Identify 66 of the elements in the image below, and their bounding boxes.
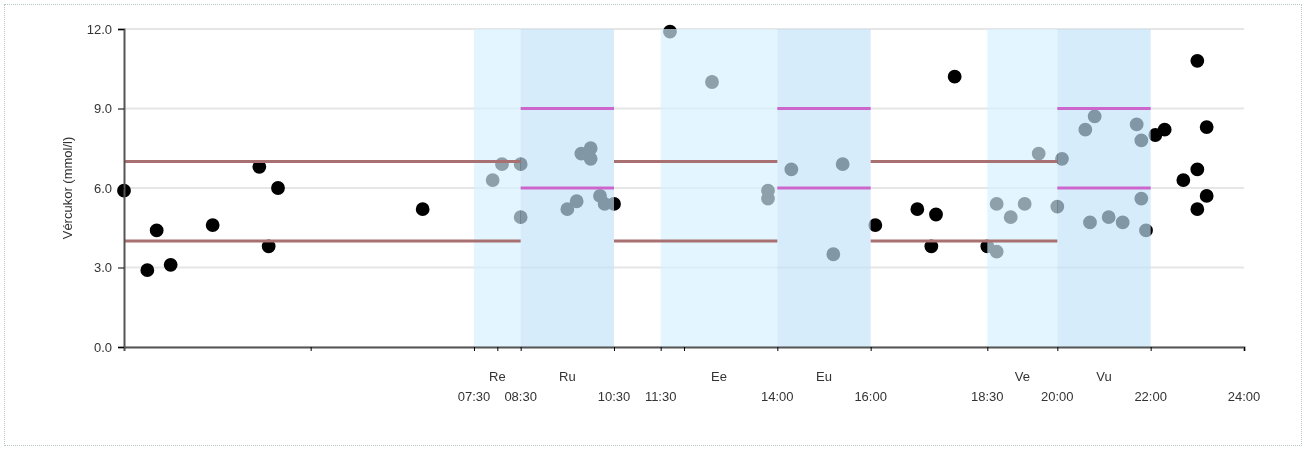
point: [663, 24, 677, 39]
band-label: Eu: [816, 369, 832, 384]
point: [205, 218, 220, 232]
y-tick-label: 9.0: [93, 101, 112, 117]
point: [910, 202, 925, 217]
point: [1031, 146, 1046, 161]
y-tick-label: 3.0: [93, 260, 112, 276]
point: [1199, 189, 1214, 203]
point: [1129, 117, 1144, 132]
point: [929, 207, 943, 222]
band-label: Ve: [1014, 369, 1030, 384]
point: [947, 69, 962, 84]
point: [826, 247, 841, 262]
point: [149, 223, 164, 238]
point: [1139, 223, 1153, 238]
point: [1017, 197, 1032, 211]
point: [607, 197, 621, 211]
band-label: Ru: [559, 369, 576, 384]
x-tick-label: 24:00: [1227, 389, 1261, 404]
x-tick-label: 18:30: [971, 389, 1004, 404]
point: [415, 202, 430, 217]
point: [1087, 109, 1102, 124]
point: [1190, 202, 1205, 217]
point: [835, 157, 850, 172]
x-tick-label: 08:30: [504, 389, 537, 404]
point: [485, 173, 500, 187]
point: [140, 263, 155, 278]
y-tick-label: 0.0: [93, 339, 112, 355]
point: [271, 181, 285, 195]
x-tick-label: 07:30: [457, 389, 491, 404]
y-tick-label: 12.0: [86, 21, 112, 37]
point: [1176, 173, 1191, 187]
x-tick-label: 11:30: [644, 389, 677, 404]
point: [1115, 215, 1130, 230]
point: [705, 75, 719, 89]
x-tick-label: 22:00: [1134, 389, 1167, 404]
y-tick-label: 6.0: [93, 180, 112, 196]
x-tick-label: 14:00: [761, 389, 794, 404]
point: [1078, 122, 1093, 137]
point: [560, 202, 575, 217]
point: [1101, 210, 1116, 225]
band-label: Ee: [711, 369, 727, 384]
point: [1134, 191, 1149, 206]
point: [1055, 151, 1069, 166]
point: [1157, 122, 1172, 137]
band-label: Re: [489, 369, 506, 384]
point: [513, 210, 528, 225]
point: [1134, 133, 1149, 148]
x-tick-label: 10:30: [597, 389, 631, 404]
point: [569, 194, 584, 209]
band-label: Vu: [1096, 369, 1112, 384]
point: [1003, 210, 1018, 225]
point: [784, 162, 799, 177]
point: [1050, 199, 1065, 214]
x-tick-label: 16:00: [854, 389, 887, 404]
point: [1083, 215, 1097, 230]
point: [583, 151, 598, 166]
point: [989, 244, 1004, 259]
point: [163, 257, 178, 272]
x-tick-label: 20:00: [1041, 389, 1074, 404]
point: [868, 218, 883, 232]
point: [989, 197, 1004, 211]
point: [1199, 120, 1214, 134]
y-axis-title: Vércukor (mmol/l): [60, 136, 75, 240]
point: [1190, 162, 1205, 177]
point: [1190, 53, 1205, 68]
